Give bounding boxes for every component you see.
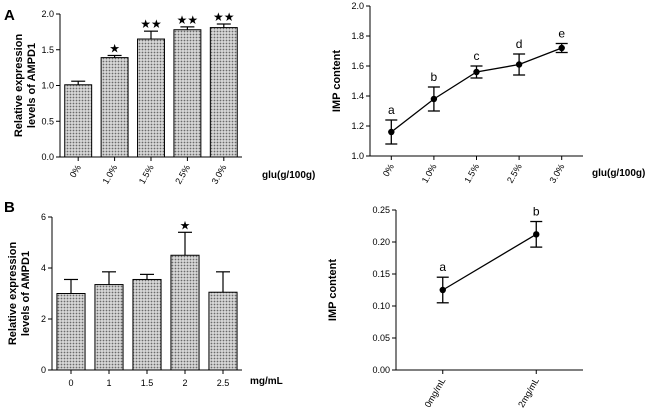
x-tick-label: 2 <box>182 378 187 388</box>
x-tick-label: 0 <box>68 378 73 388</box>
bar <box>132 278 162 371</box>
y-tick-label: 0.15 <box>372 269 390 279</box>
significance-letter: b <box>431 70 438 84</box>
bar <box>173 29 202 158</box>
x-tick-label: 2.5 <box>217 378 230 388</box>
bar <box>208 291 238 371</box>
bar <box>137 38 165 158</box>
bar <box>209 27 238 158</box>
y-tick-label: 1.4 <box>351 91 364 101</box>
y-axis-label: Relative expression <box>7 242 19 346</box>
significance-letter: c <box>474 49 480 63</box>
chart-a-ampd1-expression: 0.0 0.5 1.0 1.5 2.0 Relative expression levels… <box>13 9 315 186</box>
x-tick-label: 2.5% <box>173 163 192 186</box>
y-tick-label: 0.10 <box>372 301 390 311</box>
y-tick-label: 1.0 <box>41 81 54 91</box>
data-point <box>515 61 523 68</box>
x-tick-label: 1.0% <box>420 162 439 185</box>
y-tick-label: 4 <box>41 263 46 273</box>
y-axis-label: levels of AMPD1 <box>26 43 38 128</box>
data-point <box>558 44 565 52</box>
x-tick-label: 3.0% <box>210 163 229 186</box>
significance-marker: ★ <box>109 41 120 55</box>
x-tick-label: 1.5% <box>462 162 481 185</box>
y-tick-label: 1.2 <box>351 121 364 131</box>
significance-letter: b <box>533 205 540 219</box>
x-tick-label: 1.5% <box>137 163 156 186</box>
y-tick-label: 0.0 <box>41 152 54 162</box>
significance-marker: ★★ <box>140 17 162 31</box>
data-point <box>430 95 438 103</box>
x-tick-label: 0% <box>381 162 396 178</box>
bar <box>170 254 200 371</box>
y-tick-label: 1.0 <box>351 151 364 161</box>
panel-letter-a: A <box>4 7 15 24</box>
data-point <box>388 128 395 136</box>
bar <box>94 284 124 371</box>
x-tick-label: 1 <box>106 378 111 388</box>
y-axis-label: IMP content <box>331 50 343 112</box>
chart-b-imp-content: 0.00 0.05 0.10 0.15 0.20 0.25 IMP content 0mg/m… <box>327 205 583 409</box>
x-tick-label: 0% <box>68 163 83 179</box>
bar <box>56 293 86 371</box>
y-tick-label: 1.5 <box>41 45 54 55</box>
significance-marker: ★★ <box>177 13 199 27</box>
data-point <box>439 286 446 294</box>
y-tick-label: 0.5 <box>41 116 54 126</box>
significance-marker: ★★ <box>213 10 235 24</box>
y-tick-label: 0 <box>41 365 46 375</box>
data-point <box>473 68 480 76</box>
significance-letter: a <box>439 260 446 274</box>
series-line <box>442 233 537 291</box>
y-tick-label: 2.0 <box>351 1 364 11</box>
x-tick-label: 2.5% <box>505 162 524 185</box>
x-tick-label: 1.5 <box>141 378 154 388</box>
y-axis-label: levels of AMPD1 <box>20 251 32 336</box>
x-axis-label: glu(g/100g) <box>262 170 315 181</box>
significance-letter: d <box>516 37 523 51</box>
x-axis-label: mg/mL <box>250 376 283 387</box>
x-tick-label: 1.0% <box>100 163 119 186</box>
y-axis-label: IMP content <box>327 259 339 321</box>
y-tick-label: 0.05 <box>372 333 390 343</box>
y-tick-label: 2 <box>41 314 46 324</box>
significance-letter: a <box>388 103 395 117</box>
y-tick-label: 6 <box>41 212 46 222</box>
y-tick-label: 0.20 <box>372 237 390 247</box>
panel-letter-b: B <box>4 199 15 216</box>
chart-a-imp-content: 1.0 1.2 1.4 1.6 1.8 2.0 IMP content 0% 1.0% 1.5% 2… <box>331 1 645 185</box>
significance-marker: ★ <box>180 218 191 232</box>
x-tick-label: 0mg/mL <box>423 376 448 409</box>
bar <box>100 57 129 158</box>
data-point <box>533 231 540 238</box>
bar <box>64 84 93 158</box>
x-tick-label: 3.0% <box>548 162 567 185</box>
y-tick-label: 0.25 <box>372 205 390 215</box>
x-axis-label: glu(g/100g) <box>592 168 645 179</box>
y-tick-label: 1.8 <box>351 31 364 41</box>
significance-letter: e <box>558 27 565 41</box>
chart-b-ampd1-expression: 0 2 4 6 Relative expression levels of AMPD1 0 1… <box>7 212 283 388</box>
y-tick-label: 1.6 <box>351 61 364 71</box>
y-tick-label: 2.0 <box>41 9 54 19</box>
y-tick-label: 0.00 <box>372 365 390 375</box>
y-axis-label: Relative expression <box>13 34 25 138</box>
x-tick-label: 2mg/mL <box>516 376 541 409</box>
